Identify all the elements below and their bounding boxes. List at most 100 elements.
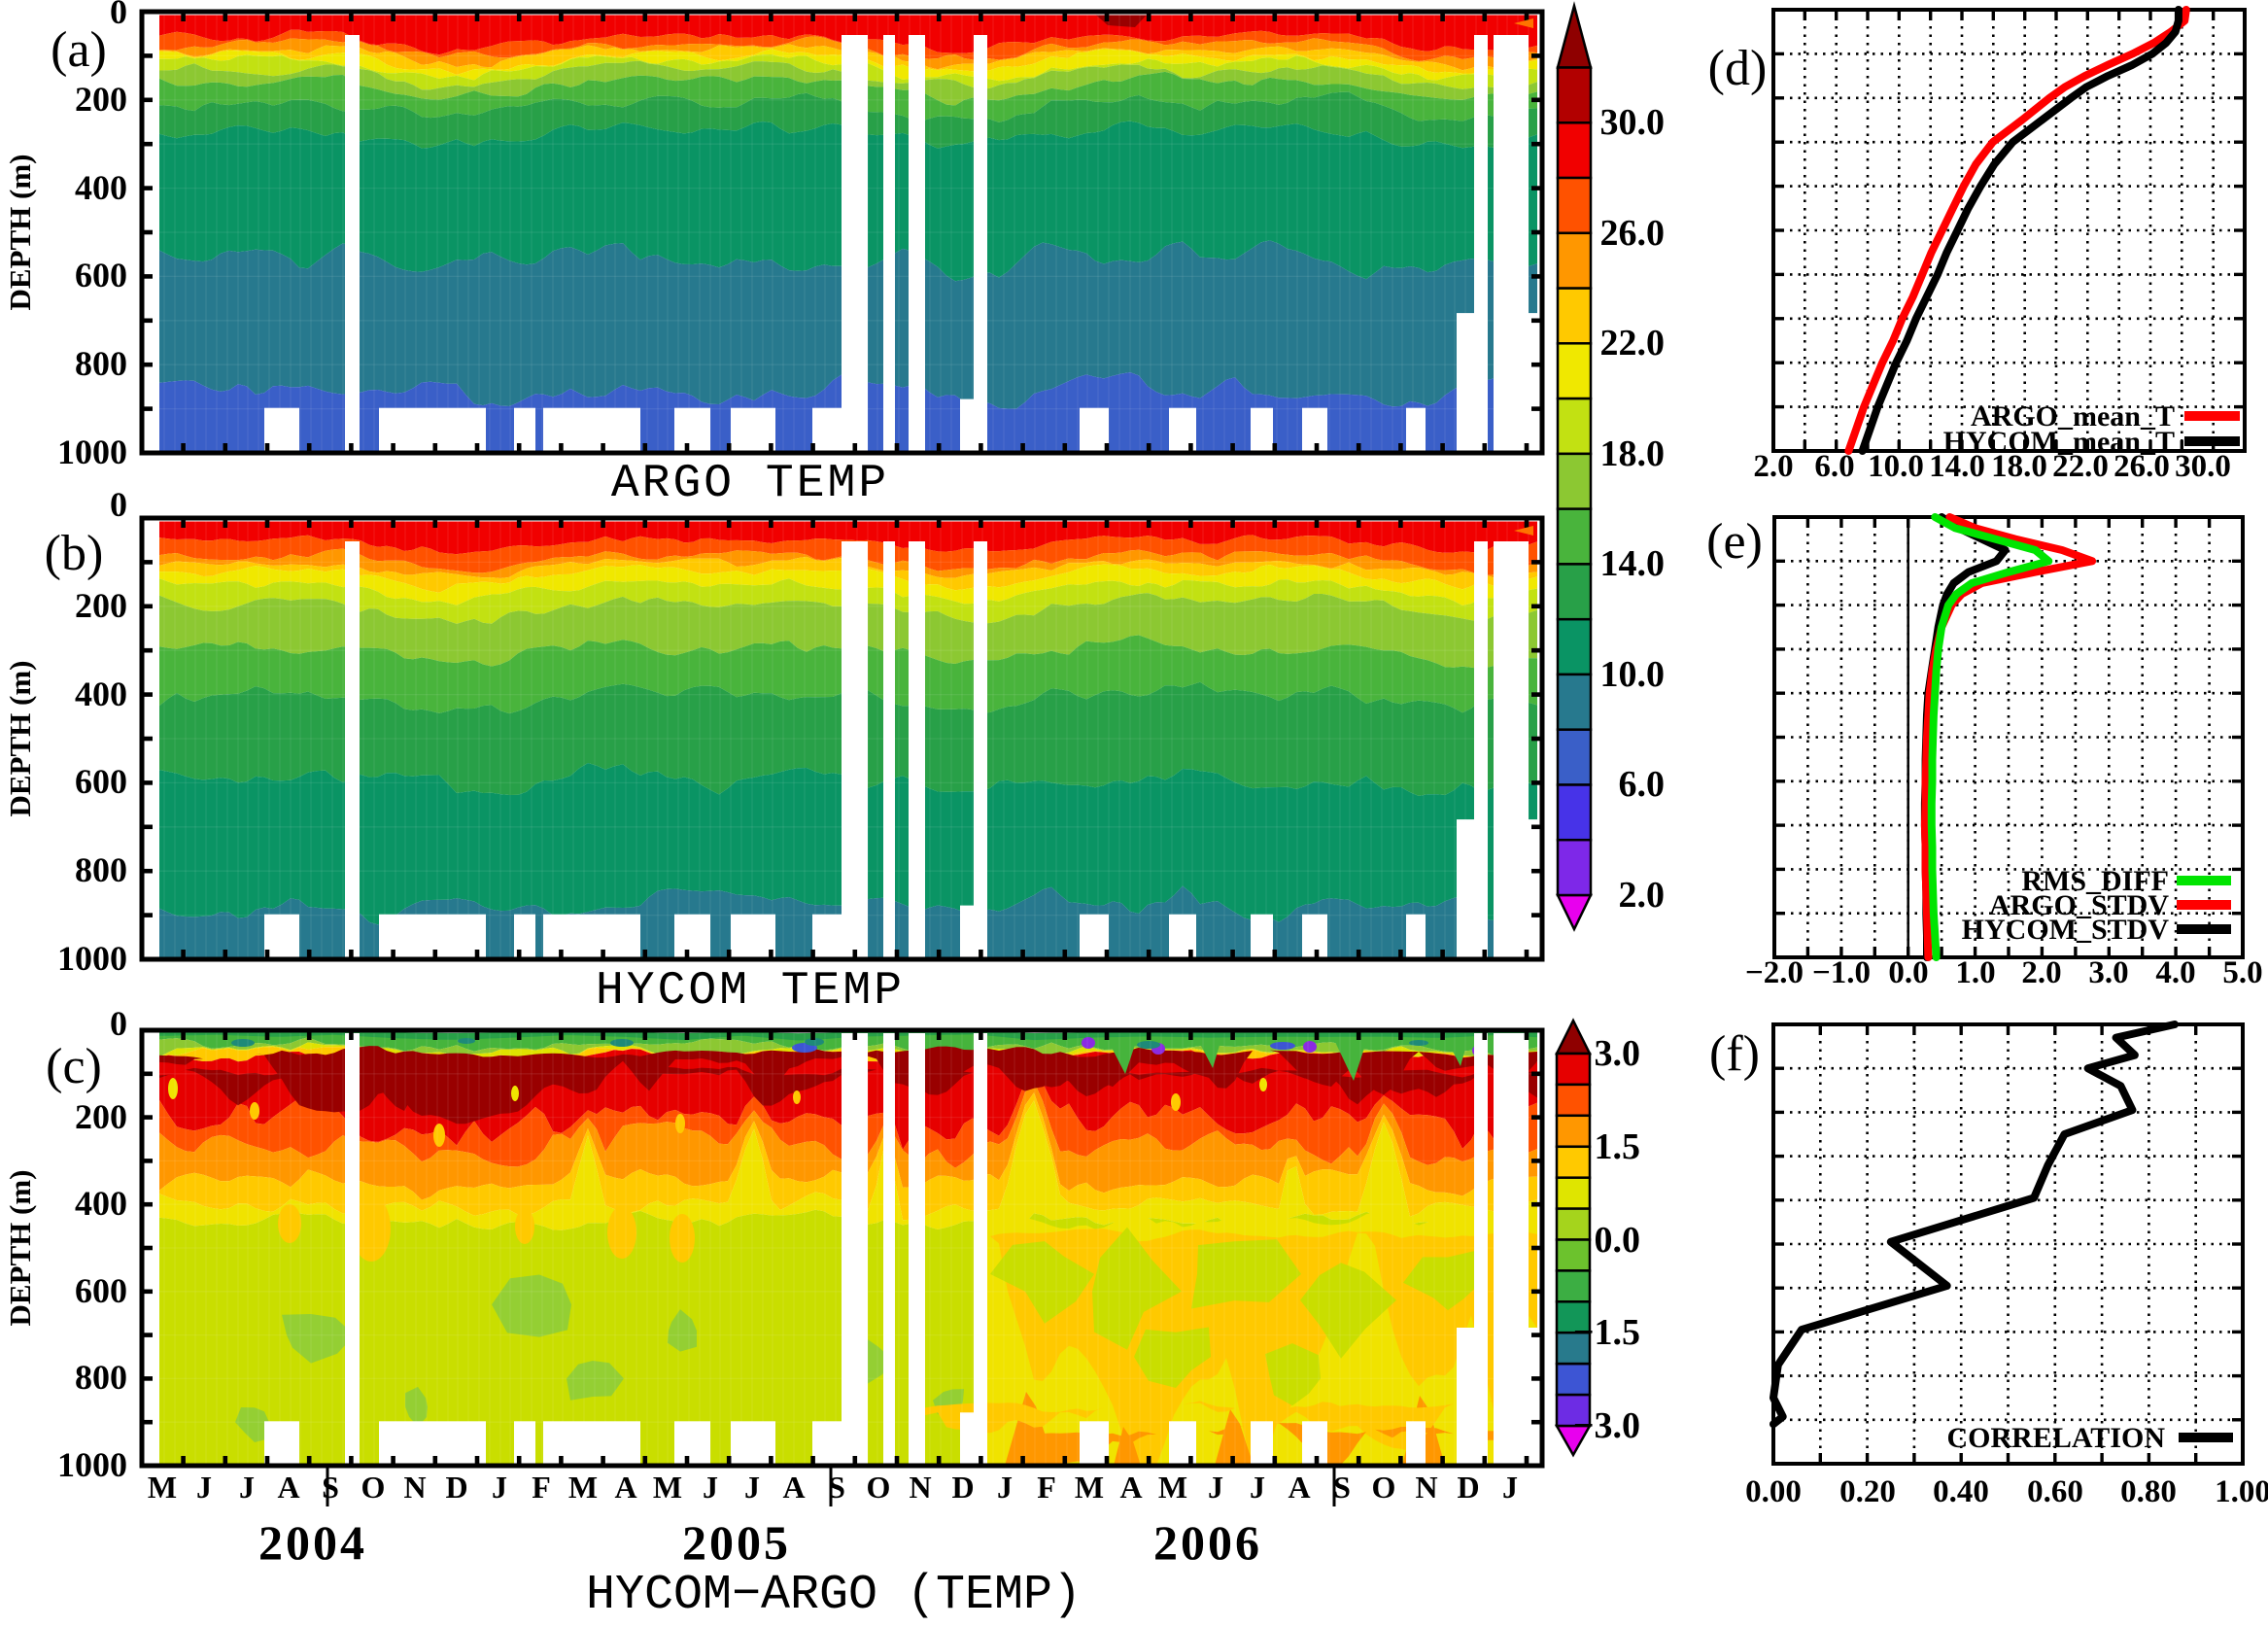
- svg-text:A: A: [1119, 1470, 1142, 1505]
- svg-text:0.60: 0.60: [2027, 1474, 2083, 1509]
- svg-text:1.0: 1.0: [1955, 955, 1995, 990]
- svg-text:M: M: [1075, 1470, 1104, 1505]
- svg-text:14.0: 14.0: [1929, 449, 1985, 484]
- svg-text:3.0: 3.0: [2088, 955, 2128, 990]
- svg-text:A: A: [614, 1470, 636, 1505]
- svg-text:D: D: [445, 1470, 467, 1505]
- svg-text:(d): (d): [1708, 41, 1768, 96]
- svg-text:1000: 1000: [57, 1445, 127, 1484]
- svg-text:O: O: [1372, 1470, 1396, 1505]
- svg-text:30.0: 30.0: [2175, 449, 2231, 484]
- svg-text:HYCOM−ARGO (TEMP): HYCOM−ARGO (TEMP): [586, 1568, 1082, 1622]
- svg-text:0: 0: [110, 485, 127, 524]
- svg-text:10.0: 10.0: [1868, 449, 1924, 484]
- svg-text:2.0: 2.0: [1619, 875, 1666, 916]
- svg-text:D: D: [951, 1470, 974, 1505]
- svg-text:M: M: [1158, 1470, 1187, 1505]
- svg-text:1000: 1000: [57, 433, 127, 471]
- svg-text:J: J: [239, 1470, 255, 1505]
- svg-text:J: J: [1502, 1470, 1518, 1505]
- svg-text:CORRELATION: CORRELATION: [1947, 1422, 2166, 1454]
- svg-text:J: J: [744, 1470, 760, 1505]
- svg-text:S: S: [1333, 1470, 1351, 1505]
- svg-text:ARGO_STDV: ARGO_STDV: [1989, 889, 2169, 921]
- svg-text:ARGO TEMP: ARGO TEMP: [611, 458, 889, 510]
- svg-text:0.80: 0.80: [2120, 1474, 2177, 1509]
- svg-text:10.0: 10.0: [1600, 654, 1666, 695]
- svg-text:(a): (a): [51, 22, 107, 78]
- svg-text:2006: 2006: [1153, 1515, 1262, 1570]
- svg-text:N: N: [403, 1470, 426, 1505]
- svg-text:J: J: [1250, 1470, 1265, 1505]
- svg-text:O: O: [361, 1470, 386, 1505]
- svg-text:5.0: 5.0: [2222, 955, 2262, 990]
- svg-text:22.0: 22.0: [2052, 449, 2109, 484]
- svg-text:800: 800: [75, 1358, 127, 1397]
- svg-text:(e): (e): [1706, 514, 1763, 570]
- svg-text:1000: 1000: [57, 939, 127, 978]
- svg-text:O: O: [867, 1470, 891, 1505]
- svg-text:M: M: [568, 1470, 598, 1505]
- svg-text:2.0: 2.0: [1753, 449, 1793, 484]
- svg-text:DEPTH (m): DEPTH (m): [3, 154, 37, 310]
- svg-text:−2.0: −2.0: [1745, 955, 1804, 990]
- svg-text:0: 0: [110, 1004, 127, 1043]
- svg-text:J: J: [703, 1470, 718, 1505]
- svg-text:J: J: [1208, 1470, 1223, 1505]
- svg-text:800: 800: [75, 850, 127, 889]
- svg-text:HYCOM TEMP: HYCOM TEMP: [596, 965, 905, 1018]
- svg-text:S: S: [322, 1470, 339, 1505]
- svg-text:HYCOM_STDV: HYCOM_STDV: [1962, 914, 2170, 946]
- svg-text:A: A: [1288, 1470, 1310, 1505]
- svg-text:F: F: [1037, 1470, 1056, 1505]
- svg-text:RMS_DIFF: RMS_DIFF: [2021, 865, 2169, 897]
- svg-text:J: J: [997, 1470, 1013, 1505]
- svg-text:26.0: 26.0: [2113, 449, 2170, 484]
- svg-text:3.0: 3.0: [1595, 1033, 1641, 1074]
- svg-text:0.0: 0.0: [1595, 1220, 1641, 1261]
- svg-text:30.0: 30.0: [1600, 102, 1666, 143]
- svg-text:22.0: 22.0: [1600, 323, 1666, 363]
- svg-text:18.0: 18.0: [1991, 449, 2047, 484]
- svg-text:(c): (c): [46, 1039, 102, 1094]
- svg-text:400: 400: [75, 1184, 127, 1223]
- svg-text:S: S: [828, 1470, 845, 1505]
- svg-text:A: A: [782, 1470, 805, 1505]
- svg-text:J: J: [196, 1470, 212, 1505]
- svg-text:4.0: 4.0: [2155, 955, 2195, 990]
- svg-text:200: 200: [75, 586, 127, 625]
- svg-text:ARGO_mean_T: ARGO_mean_T: [1971, 400, 2175, 433]
- svg-text:18.0: 18.0: [1600, 433, 1666, 474]
- svg-text:1.00: 1.00: [2215, 1474, 2268, 1509]
- svg-text:N: N: [1415, 1470, 1437, 1505]
- svg-text:−1.0: −1.0: [1812, 955, 1871, 990]
- svg-text:600: 600: [75, 762, 127, 801]
- svg-text:14.0: 14.0: [1600, 543, 1666, 584]
- svg-text:0.0: 0.0: [1888, 955, 1928, 990]
- svg-text:0.40: 0.40: [1933, 1474, 1989, 1509]
- svg-text:0: 0: [110, 0, 127, 31]
- svg-text:N: N: [909, 1470, 931, 1505]
- svg-text:(f): (f): [1709, 1026, 1760, 1082]
- svg-text:DEPTH (m): DEPTH (m): [3, 1169, 37, 1326]
- svg-text:M: M: [653, 1470, 682, 1505]
- svg-text:−3.0: −3.0: [1573, 1405, 1640, 1446]
- svg-text:A: A: [277, 1470, 299, 1505]
- svg-text:−1.5: −1.5: [1573, 1312, 1640, 1353]
- svg-text:F: F: [532, 1470, 551, 1505]
- svg-text:26.0: 26.0: [1600, 213, 1666, 254]
- svg-text:400: 400: [75, 675, 127, 713]
- svg-text:0.00: 0.00: [1745, 1474, 1802, 1509]
- svg-text:M: M: [148, 1470, 177, 1505]
- svg-text:2.0: 2.0: [2021, 955, 2061, 990]
- svg-text:200: 200: [75, 1097, 127, 1136]
- svg-text:2004: 2004: [258, 1515, 367, 1570]
- svg-text:1.5: 1.5: [1595, 1126, 1641, 1167]
- svg-text:200: 200: [75, 80, 127, 119]
- svg-text:J: J: [492, 1470, 507, 1505]
- svg-text:D: D: [1457, 1470, 1479, 1505]
- svg-text:600: 600: [75, 1271, 127, 1310]
- svg-text:(b): (b): [45, 526, 104, 581]
- svg-text:600: 600: [75, 256, 127, 294]
- svg-text:6.0: 6.0: [1814, 449, 1854, 484]
